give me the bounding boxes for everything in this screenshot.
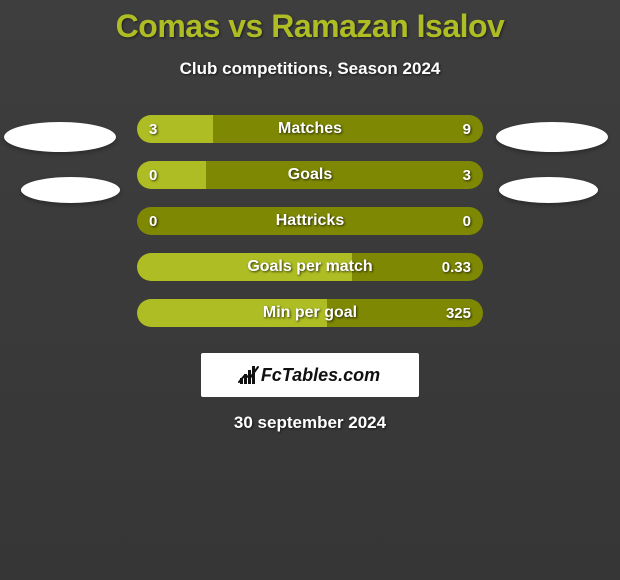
page-subtitle: Club competitions, Season 2024: [0, 59, 620, 79]
stat-left-value: 3: [149, 121, 157, 138]
stat-right-value: 0.33: [442, 259, 471, 276]
source-logo-text: FcTables.com: [261, 365, 380, 386]
stat-fill: [137, 299, 327, 327]
player-right-ellipse-1: [496, 122, 608, 152]
stat-label: Hattricks: [137, 212, 483, 230]
stat-row-goals-per-match: Goals per match 0.33: [137, 253, 483, 281]
bar-chart-icon: [240, 366, 255, 384]
stat-right-value: 9: [463, 121, 471, 138]
stat-right-value: 325: [446, 305, 471, 322]
stat-fill: [137, 161, 206, 189]
stat-row-min-per-goal: Min per goal 325: [137, 299, 483, 327]
stat-row-matches: 3 Matches 9: [137, 115, 483, 143]
player-left-ellipse-2: [21, 177, 120, 203]
stat-left-value: 0: [149, 167, 157, 184]
page-date: 30 september 2024: [0, 413, 620, 433]
stat-right-value: 0: [463, 213, 471, 230]
player-right-ellipse-2: [499, 177, 598, 203]
stat-row-hattricks: 0 Hattricks 0: [137, 207, 483, 235]
stats-container: 3 Matches 9 0 Goals 3 0 Hattricks 0 Goal…: [137, 115, 483, 327]
stat-row-goals: 0 Goals 3: [137, 161, 483, 189]
source-logo: FcTables.com: [201, 353, 419, 397]
stat-right-value: 3: [463, 167, 471, 184]
player-left-ellipse-1: [4, 122, 116, 152]
page-title: Comas vs Ramazan Isalov: [0, 0, 620, 45]
stat-left-value: 0: [149, 213, 157, 230]
stat-fill: [137, 253, 352, 281]
